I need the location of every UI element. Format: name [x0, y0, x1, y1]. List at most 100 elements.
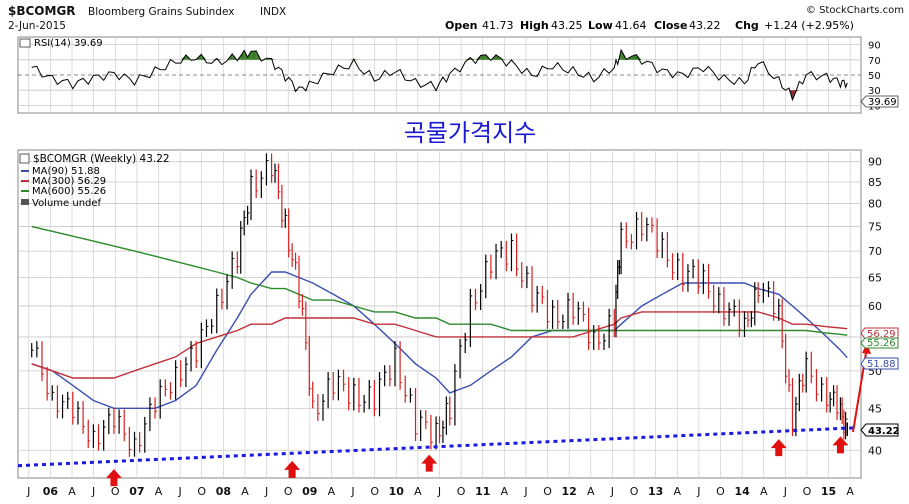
- price-bar: [505, 240, 509, 272]
- y-tick-label: 60: [868, 300, 882, 313]
- rsi-overbought-fill: [501, 58, 507, 60]
- x-tick-label: 07: [129, 485, 144, 498]
- price-bar: [246, 205, 250, 225]
- price-bar: [661, 232, 665, 259]
- price-bar: [265, 153, 269, 186]
- price-bar: [128, 426, 132, 457]
- price-bar: [620, 222, 624, 275]
- price-bar: [625, 222, 629, 249]
- price-panel: 4045505560657075808590 J06AJO07AJO08AJO0…: [17, 149, 900, 498]
- open-label: Open: [445, 19, 478, 32]
- rsi-overbought-fill: [636, 54, 642, 60]
- low-value: 41.64: [615, 19, 647, 32]
- legend-ma300: MA(300) 56.29: [32, 176, 106, 187]
- price-bar: [442, 420, 445, 444]
- x-tick-label: O: [111, 485, 120, 498]
- price-bar: [480, 284, 483, 311]
- price-bar: [572, 292, 576, 325]
- rsi-oversold-fill: [292, 90, 296, 92]
- close-badge-box: [860, 423, 899, 437]
- rsi-toggle-icon[interactable]: [19, 38, 31, 48]
- price-bar: [337, 369, 341, 401]
- price-bar: [149, 397, 152, 432]
- rsi-tick-label: 90: [868, 41, 881, 52]
- price-y-ticks: 4045505560657075808590: [868, 156, 882, 458]
- price-bar: [844, 411, 848, 440]
- y-tick-label: 80: [868, 198, 882, 211]
- legend-main: $BCOMGR (Weekly) 43.22: [33, 153, 170, 165]
- price-bar: [169, 382, 173, 400]
- x-tick-label: 08: [216, 485, 231, 498]
- x-tick-label: 06: [43, 485, 59, 498]
- legend-volume: Volume undef: [32, 198, 102, 209]
- x-tick-label: J: [523, 485, 527, 498]
- close-badge: 43.22: [860, 423, 900, 437]
- x-tick-label: 12: [562, 485, 577, 498]
- price-bar: [781, 298, 785, 349]
- ma600-badge-value: 55.26: [867, 338, 896, 349]
- legend-ma600: MA(600) 55.26: [32, 186, 106, 197]
- x-tick-label: J: [350, 485, 354, 498]
- price-bar: [791, 377, 795, 437]
- annotation-title: 곡물가격지수: [404, 119, 536, 147]
- price-bar: [454, 364, 457, 426]
- price-bar: [358, 377, 361, 413]
- price-grid: [18, 150, 861, 478]
- price-bars: [31, 153, 848, 457]
- ma-line-600: [31, 225, 848, 336]
- arrow-up-icon: [105, 469, 122, 487]
- price-bar: [327, 372, 331, 409]
- price-bar: [384, 365, 387, 387]
- price-bar: [288, 208, 291, 258]
- rsi-badge-box: [860, 95, 899, 108]
- ma-line-90: [31, 271, 848, 409]
- price-bar: [778, 298, 781, 321]
- x-tick-label: A: [414, 485, 422, 498]
- price-bar: [200, 322, 204, 369]
- price-bar: [308, 335, 312, 396]
- price-bar: [389, 365, 392, 387]
- price-bar: [180, 360, 183, 388]
- price-bar: [733, 299, 737, 317]
- rsi-label: RSI(14) 39.69: [34, 38, 103, 49]
- x-tick-label: A: [155, 485, 163, 498]
- ma300-badge-box: [860, 327, 899, 340]
- x-tick-label: 15: [821, 485, 836, 498]
- price-bar: [587, 307, 591, 350]
- price-bar: [195, 341, 199, 369]
- rsi-oversold-fill: [305, 90, 310, 91]
- rsi-tick-label: 50: [868, 71, 881, 82]
- price-bar: [546, 289, 550, 329]
- price-bar: [707, 263, 711, 299]
- price-bar: [435, 416, 439, 450]
- price-bar: [820, 377, 824, 402]
- price-bar: [469, 288, 473, 348]
- price-bar: [798, 373, 802, 412]
- rsi-overbought-fill: [251, 50, 257, 60]
- price-bar: [236, 251, 240, 274]
- price-bar: [133, 431, 137, 457]
- price-bar: [363, 395, 367, 413]
- high-label: High: [520, 19, 549, 32]
- x-tick-label: O: [370, 485, 379, 498]
- price-bar: [231, 251, 235, 289]
- price-bar: [72, 391, 75, 425]
- price-bar: [36, 341, 39, 358]
- ma90-badge: 51.88: [860, 357, 899, 370]
- ma300-badge-value: 56.29: [867, 329, 896, 340]
- legend-toggle-icon[interactable]: [19, 153, 30, 164]
- price-bar: [656, 218, 660, 259]
- price-bar: [399, 341, 403, 390]
- rsi-badge-value: 39.69: [868, 97, 897, 108]
- rsi-overbought-fill: [348, 59, 354, 60]
- ticker-symbol: $BCOMGR: [8, 4, 76, 18]
- price-bar: [216, 288, 219, 334]
- price-bar: [284, 208, 288, 228]
- close-label: Close: [654, 19, 687, 32]
- rsi-overbought-fill: [240, 50, 245, 60]
- price-bar: [692, 259, 696, 279]
- price-bar: [144, 416, 147, 453]
- price-bar: [277, 163, 281, 200]
- x-tick-label: J: [26, 485, 30, 498]
